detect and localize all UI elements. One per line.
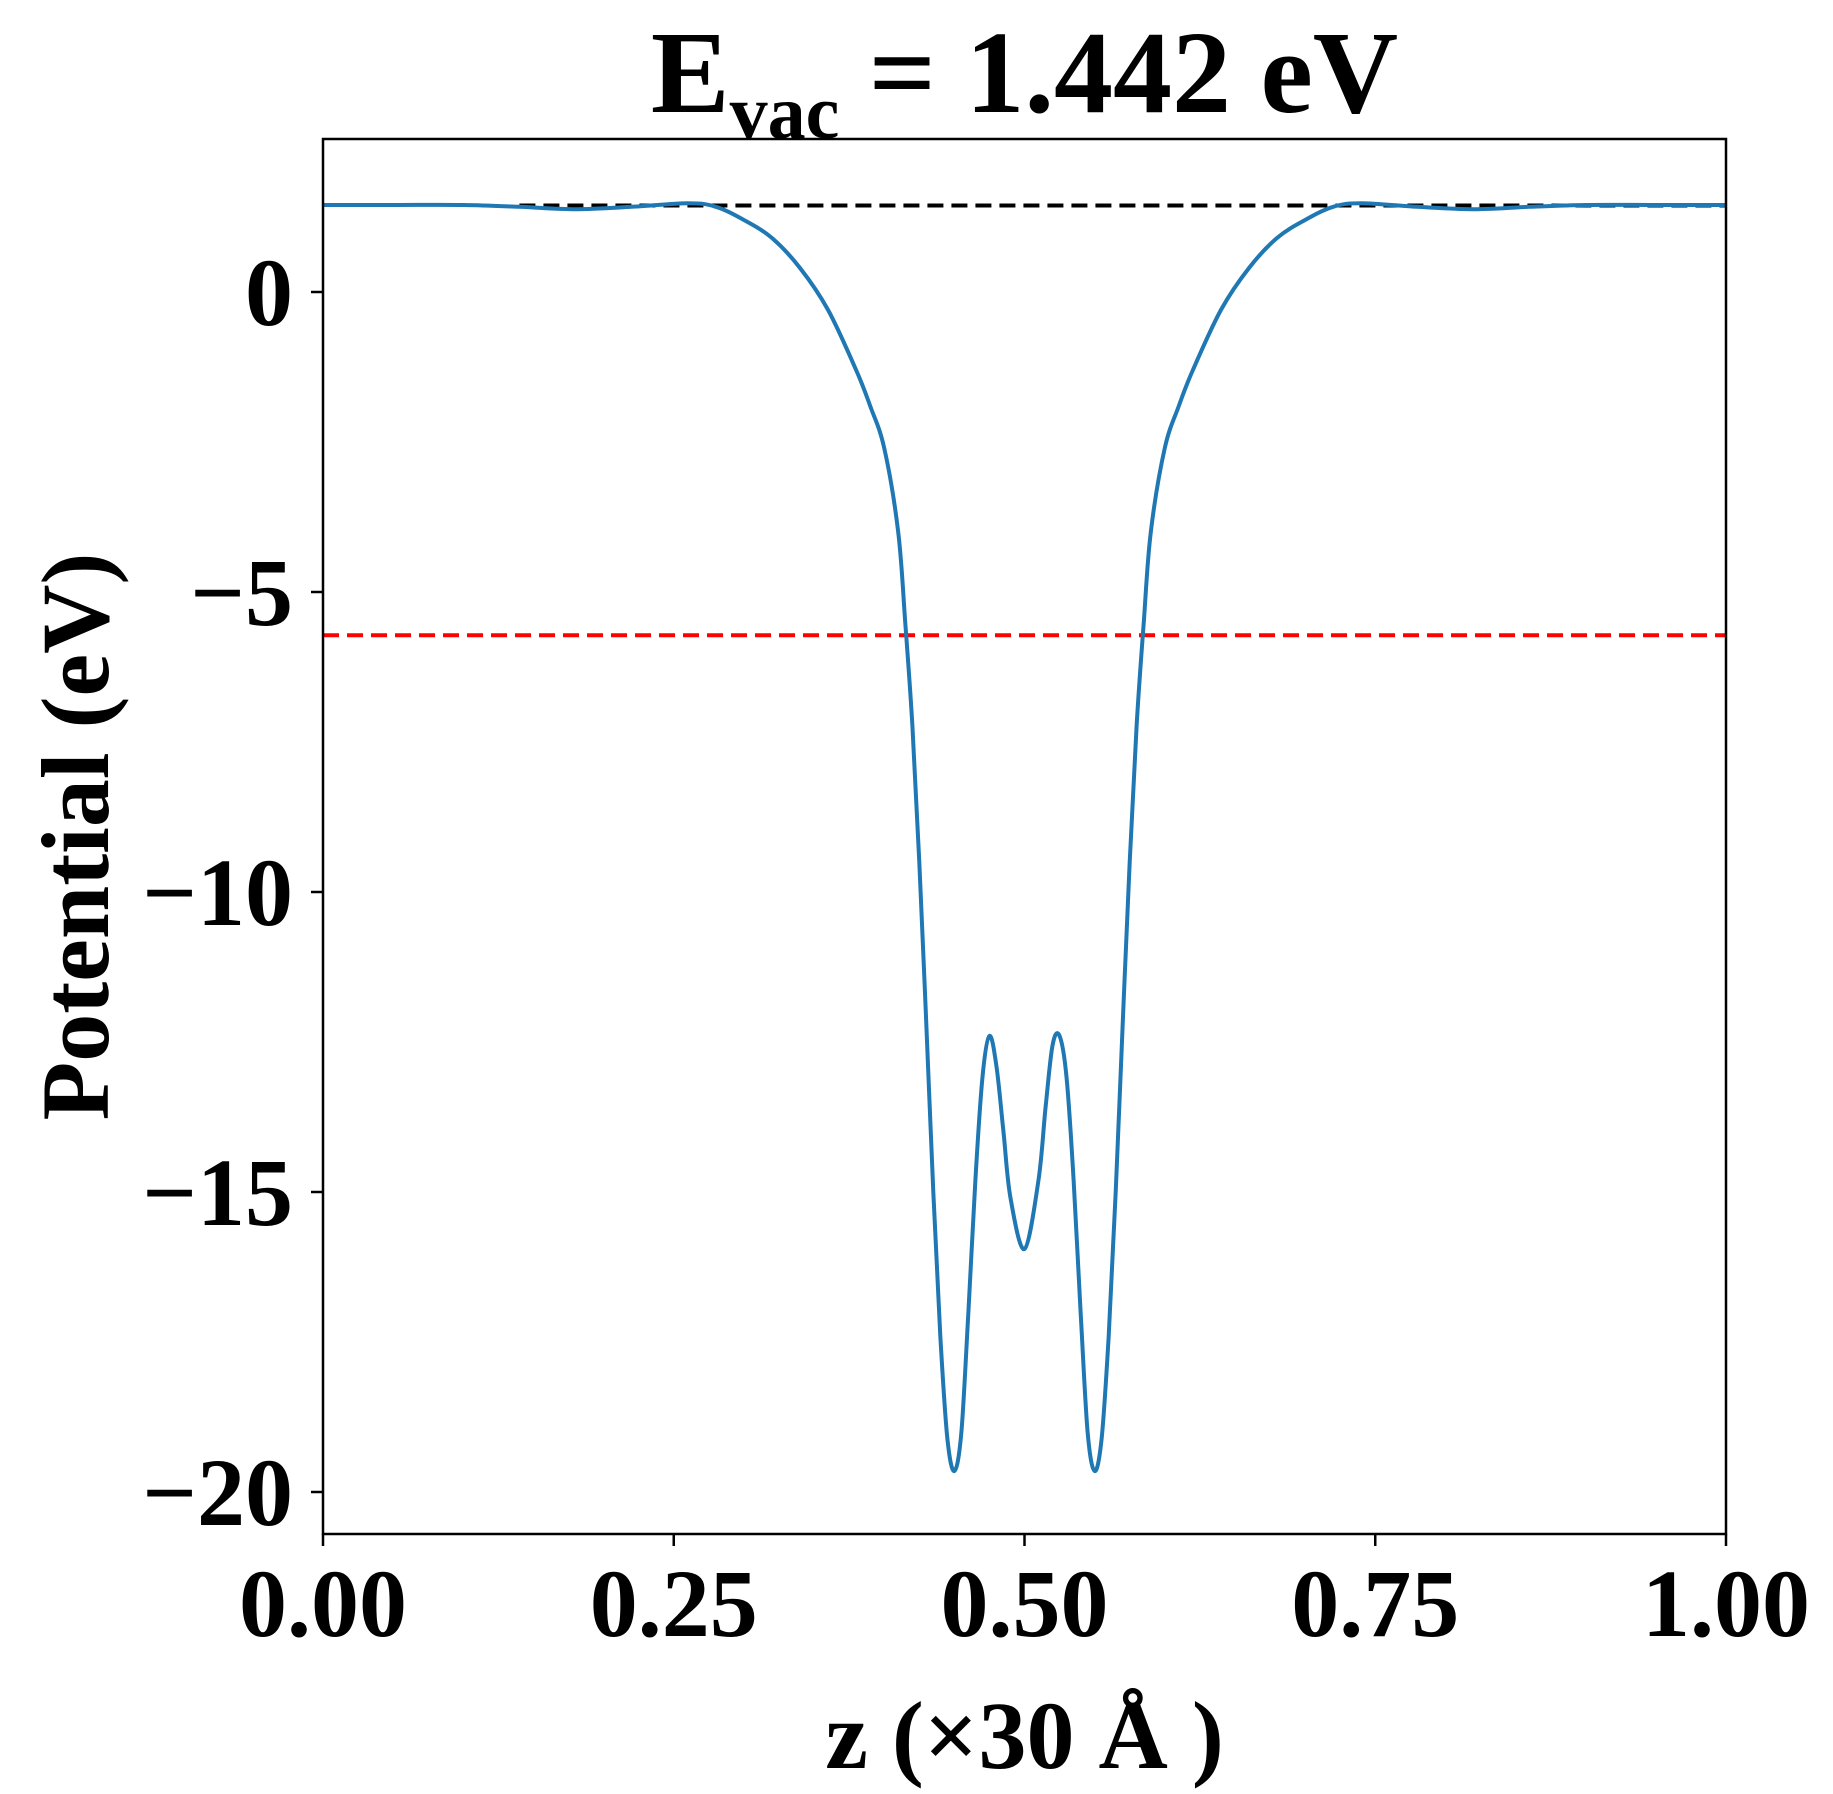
title-main: E	[651, 7, 730, 138]
y-axis-label: Potential (eV)	[22, 553, 129, 1121]
title-subscript: vac	[730, 71, 840, 155]
x-tick-label: 0.00	[239, 1550, 407, 1657]
y-tick-label: −20	[142, 1439, 293, 1546]
x-axis-label: z (×30 Å )	[825, 1682, 1224, 1789]
y-tick-label: 0	[245, 239, 293, 346]
potential-series-line	[323, 201, 1726, 1474]
x-tick-label: 1.00	[1642, 1550, 1810, 1657]
plot-area	[323, 201, 1726, 1474]
x-axis: 0.00 0.25 0.50 0.75 1.00	[239, 1534, 1810, 1657]
y-axis: 0 −5 −10 −15 −20	[142, 239, 323, 1546]
y-tick-label: −10	[142, 839, 293, 946]
y-tick-label: −5	[190, 539, 293, 646]
x-tick-label: 0.25	[590, 1550, 758, 1657]
x-tick-label: 0.50	[941, 1550, 1109, 1657]
chart-title: Evac = 1.442 eV	[651, 7, 1398, 155]
title-rest: = 1.442 eV	[839, 7, 1398, 138]
y-tick-label: −15	[142, 1139, 293, 1246]
x-tick-label: 0.75	[1291, 1550, 1459, 1657]
plot-frame	[321, 137, 1728, 1536]
